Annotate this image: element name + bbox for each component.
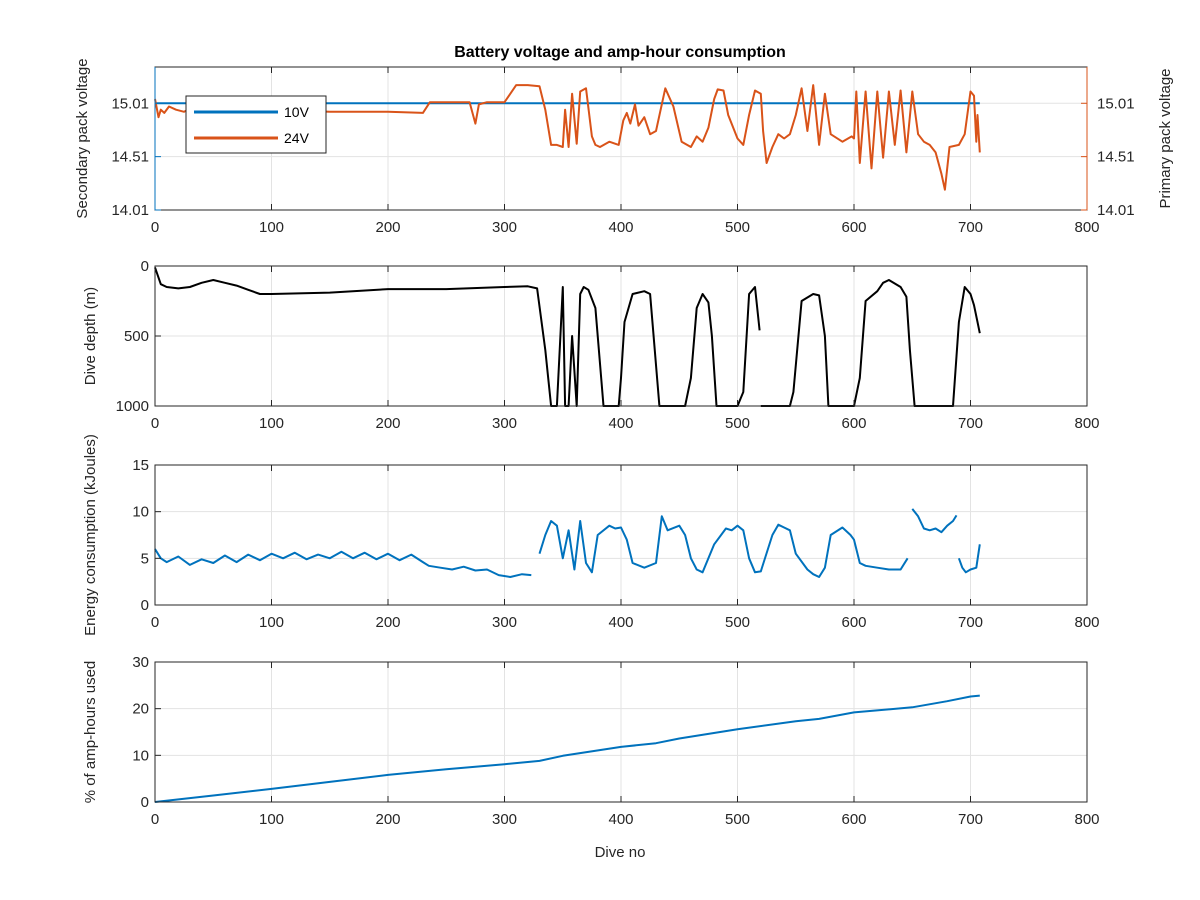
voltage-x-tick-label: 700 <box>958 219 983 236</box>
amphours-y-axis-label: % of amp-hours used <box>82 661 99 804</box>
depth-x-tick-label: 600 <box>841 415 866 432</box>
figure-title: Battery voltage and amp-hour consumption <box>454 44 786 61</box>
voltage-x-tick-label: 200 <box>375 219 400 236</box>
voltage-y-tick-label: 15.01 <box>111 95 149 112</box>
depth-x-tick-label: 700 <box>958 415 983 432</box>
depth-series-1-line <box>760 279 981 407</box>
voltage-right-y-tick-label: 14.01 <box>1097 202 1135 219</box>
amphours-y-tick-label: 0 <box>141 794 149 811</box>
depth-x-tick-label: 0 <box>151 415 159 432</box>
energy-x-tick-label: 100 <box>259 614 284 631</box>
depth-x-tick-label: 200 <box>375 415 400 432</box>
voltage-right-y-axis-label: Primary pack voltage <box>1157 68 1174 208</box>
energy-x-tick-label: 700 <box>958 614 983 631</box>
voltage-right-y-tick-label: 15.01 <box>1097 95 1135 112</box>
energy-panel: 0 100 200 300 400 500 600 700 800 0 5 10 15 Energy co… <box>82 434 1100 636</box>
voltage-y-axis-label: Secondary pack voltage <box>74 58 91 218</box>
energy-x-tick-label: 800 <box>1074 614 1099 631</box>
energy-x-tick-label: 500 <box>725 614 750 631</box>
depth-y-axis-label: Dive depth (m) <box>82 287 99 385</box>
depth-x-tick-label: 400 <box>608 415 633 432</box>
depth-x-tick-label: 800 <box>1074 415 1099 432</box>
legend-label-10v: 10V <box>284 104 310 120</box>
amphours-y-tick-label: 20 <box>132 701 149 718</box>
energy-series-2-line <box>911 508 958 534</box>
energy-x-tick-label: 300 <box>492 614 517 631</box>
amphours-x-tick-label: 500 <box>725 811 750 828</box>
energy-y-tick-label: 0 <box>141 597 149 614</box>
amphours-x-tick-label: 600 <box>841 811 866 828</box>
energy-series-1-line <box>538 515 909 578</box>
amphours-y-tick-label: 10 <box>132 747 149 764</box>
energy-x-tick-label: 0 <box>151 614 159 631</box>
amphours-x-tick-label: 800 <box>1074 811 1099 828</box>
energy-series-3-line <box>957 544 981 574</box>
energy-x-tick-label: 200 <box>375 614 400 631</box>
energy-series-0-line <box>154 548 532 578</box>
amphours-x-tick-label: 200 <box>375 811 400 828</box>
legend-box <box>185 95 327 154</box>
voltage-x-tick-label: 300 <box>492 219 517 236</box>
x-axis-label: Dive no <box>595 844 646 861</box>
amphours-x-tick-label: 400 <box>608 811 633 828</box>
amphours-x-tick-label: 300 <box>492 811 517 828</box>
depth-y-tick-label: 500 <box>124 328 149 345</box>
voltage-x-tick-label: 800 <box>1074 219 1099 236</box>
energy-y-axis-label: Energy consumption (kJoules) <box>82 434 99 636</box>
voltage-right-y-tick-label: 14.51 <box>1097 149 1135 166</box>
legend-label-24v: 24V <box>284 130 310 146</box>
voltage-panel: 0 100 200 300 400 500 600 700 80014.0114.5115.01… <box>74 58 1174 236</box>
energy-y-tick-label: 5 <box>141 550 149 567</box>
energy-y-tick-label: 15 <box>132 457 149 474</box>
voltage-y-tick-label: 14.01 <box>111 202 149 219</box>
depth-x-tick-label: 300 <box>492 415 517 432</box>
voltage-x-tick-label: 0 <box>151 219 159 236</box>
voltage-series-24v-line <box>154 84 981 191</box>
voltage-x-tick-label: 600 <box>841 219 866 236</box>
depth-series-group <box>154 267 981 407</box>
energy-series-group <box>154 508 981 578</box>
depth-series-0-line <box>154 267 761 407</box>
depth-panel: 0 100 200 300 400 500 600 700 800 0 500 1000 Dive de… <box>82 258 1100 432</box>
energy-x-tick-label: 600 <box>841 614 866 631</box>
voltage-x-tick-label: 400 <box>608 219 633 236</box>
voltage-y-tick-label: 14.51 <box>111 149 149 166</box>
voltage-x-tick-label: 100 <box>259 219 284 236</box>
depth-x-tick-label: 100 <box>259 415 284 432</box>
depth-x-tick-label: 500 <box>725 415 750 432</box>
amphours-x-tick-label: 700 <box>958 811 983 828</box>
amphours-panel: 0 100 200 300 400 500 600 700 800 0 10 20 30 % of amp… <box>82 654 1100 828</box>
amphours-series-0-line <box>154 694 980 803</box>
legend: 10V 24V <box>185 95 327 154</box>
energy-y-tick-label: 10 <box>132 504 149 521</box>
energy-x-tick-label: 400 <box>608 614 633 631</box>
voltage-x-tick-label: 500 <box>725 219 750 236</box>
depth-y-tick-label: 0 <box>141 258 149 275</box>
amphours-series-group <box>154 694 980 803</box>
amphours-y-tick-label: 30 <box>132 654 149 671</box>
amphours-x-tick-label: 100 <box>259 811 284 828</box>
depth-y-tick-label: 1000 <box>116 398 149 415</box>
amphours-x-tick-label: 0 <box>151 811 159 828</box>
